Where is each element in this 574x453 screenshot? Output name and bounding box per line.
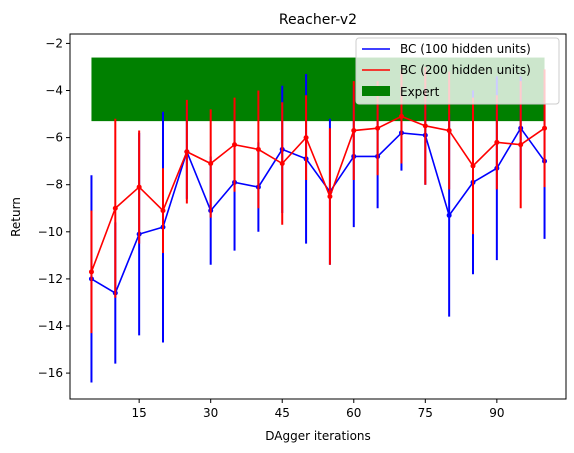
legend: BC (100 hidden units) BC (200 hidden uni… xyxy=(355,37,560,105)
legend-swatch-expert xyxy=(362,86,390,96)
point-bc200 xyxy=(518,142,524,148)
x-tick-label: 45 xyxy=(275,406,290,420)
plot-frame xyxy=(69,33,567,400)
point-bc200 xyxy=(446,128,452,134)
point-bc200 xyxy=(470,163,476,169)
point-bc200 xyxy=(279,161,285,167)
legend-label-bc200: BC (200 hidden units) xyxy=(400,63,531,77)
x-axis: 15 30 45 60 75 90 xyxy=(132,399,504,420)
point-bc200 xyxy=(88,269,94,275)
point-bc100 xyxy=(446,212,452,218)
point-bc200 xyxy=(422,123,428,129)
point-bc200 xyxy=(160,208,166,214)
line-bc100 xyxy=(91,126,546,295)
x-tick-label: 15 xyxy=(132,406,147,420)
legend-label-expert: Expert xyxy=(400,85,440,99)
x-tick-label: 30 xyxy=(203,406,218,420)
point-bc200 xyxy=(136,184,142,190)
y-axis-label: Return xyxy=(9,197,23,237)
point-bc200 xyxy=(327,193,333,199)
line-bc200 xyxy=(90,115,545,273)
point-bc200 xyxy=(208,161,214,167)
point-bc200 xyxy=(542,125,548,131)
plot-area xyxy=(88,57,548,383)
y-tick-label: −16 xyxy=(38,366,63,380)
point-bc200 xyxy=(112,205,118,211)
legend-box xyxy=(355,37,560,105)
y-tick-label: −12 xyxy=(38,272,63,286)
y-axis: −16 −14 −12 −10 −8 −6 −4 −2 xyxy=(38,36,70,380)
chart-title: Reacher-v2 xyxy=(279,12,357,28)
point-bc200 xyxy=(303,135,309,141)
x-tick-label: 75 xyxy=(418,406,433,420)
point-bc200 xyxy=(494,139,500,145)
y-tick-label: −2 xyxy=(45,36,63,50)
y-tick-label: −10 xyxy=(38,225,63,239)
point-bc200 xyxy=(184,149,190,155)
point-bc200 xyxy=(351,128,357,134)
y-tick-label: −8 xyxy=(45,178,63,192)
point-bc200 xyxy=(255,146,261,152)
x-axis-label: DAgger iterations xyxy=(265,429,371,443)
point-bc200 xyxy=(398,113,404,119)
y-tick-label: −4 xyxy=(45,84,63,98)
y-tick-label: −6 xyxy=(45,131,63,145)
legend-label-bc100: BC (100 hidden units) xyxy=(400,42,531,56)
x-tick-label: 60 xyxy=(346,406,361,420)
x-tick-label: 90 xyxy=(489,406,504,420)
point-bc200 xyxy=(232,142,238,148)
point-bc200 xyxy=(375,125,381,131)
y-tick-label: −14 xyxy=(38,319,63,333)
